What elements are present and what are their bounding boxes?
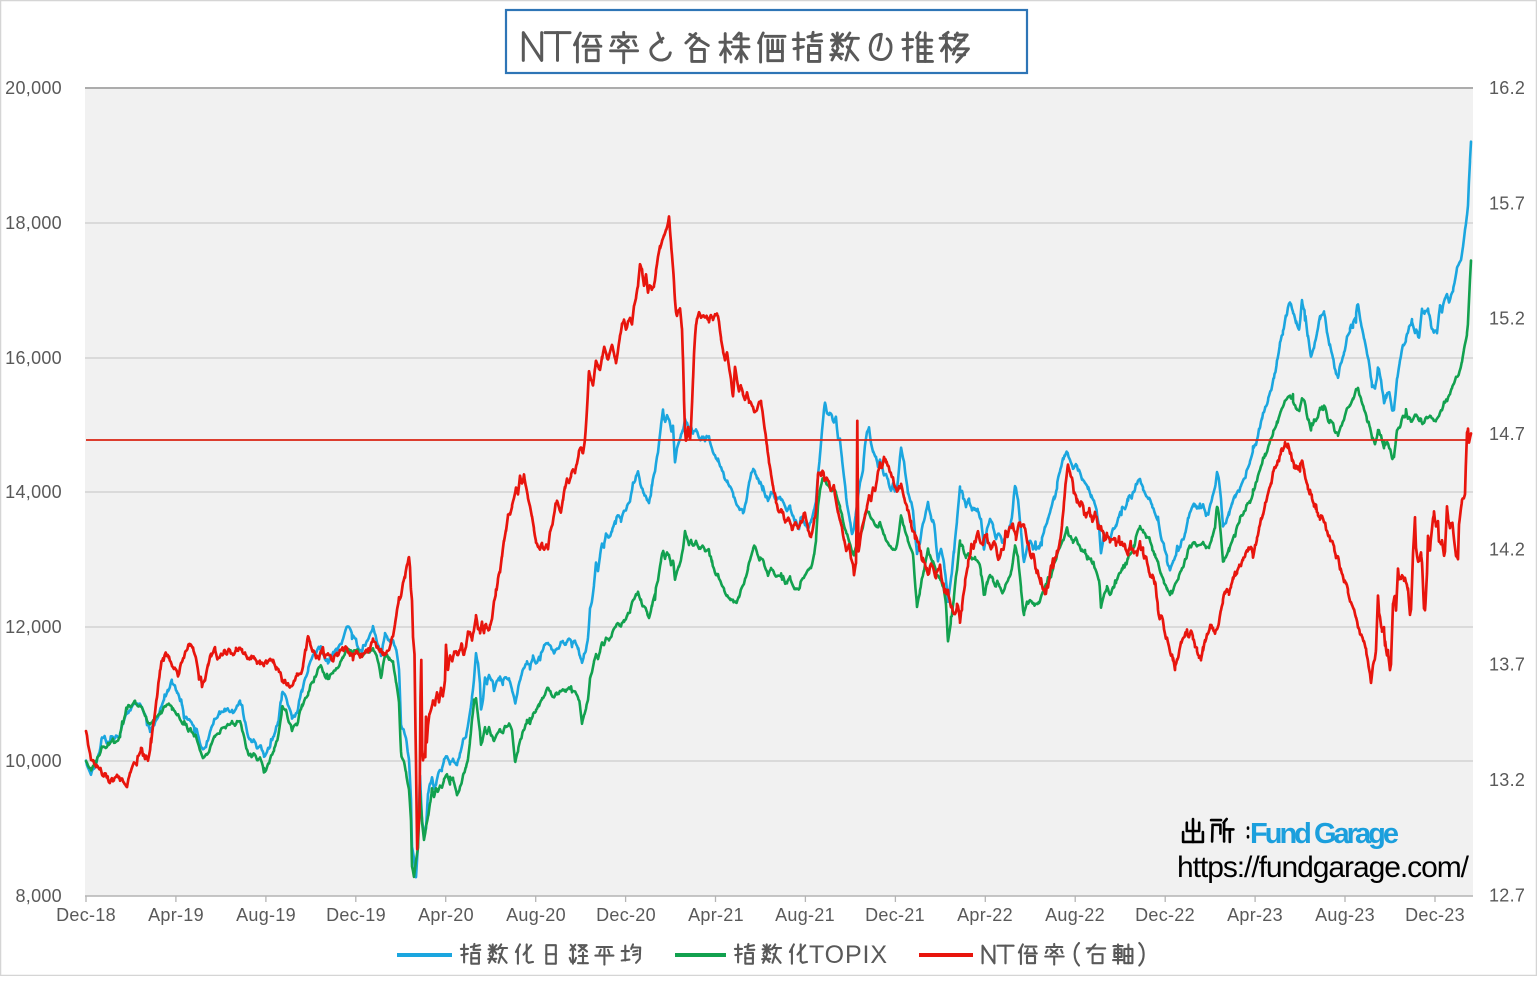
svg-text:18,000: 18,000 — [5, 213, 62, 233]
svg-text:16,000: 16,000 — [5, 348, 62, 368]
svg-text:Apr-22: Apr-22 — [957, 905, 1013, 925]
svg-text:10,000: 10,000 — [5, 751, 62, 771]
svg-text:15.7: 15.7 — [1489, 193, 1525, 213]
svg-text:Dec-21: Dec-21 — [865, 905, 925, 925]
svg-text:TOPIX: TOPIX — [809, 941, 887, 969]
svg-text:20,000: 20,000 — [5, 78, 62, 98]
svg-text:Aug-20: Aug-20 — [506, 905, 566, 925]
svg-text:Aug-21: Aug-21 — [775, 905, 835, 925]
svg-text:Dec-18: Dec-18 — [56, 905, 116, 925]
svg-text:Apr-19: Apr-19 — [148, 905, 204, 925]
svg-text:Aug-19: Aug-19 — [236, 905, 296, 925]
svg-text:14,000: 14,000 — [5, 482, 62, 502]
svg-text:Aug-22: Aug-22 — [1045, 905, 1105, 925]
svg-text:12,000: 12,000 — [5, 617, 62, 637]
svg-text:12.7: 12.7 — [1489, 886, 1525, 906]
svg-text:Dec-23: Dec-23 — [1405, 905, 1465, 925]
svg-text:Apr-21: Apr-21 — [688, 905, 744, 925]
svg-text:14.2: 14.2 — [1489, 539, 1525, 559]
svg-text:Apr-23: Apr-23 — [1227, 905, 1283, 925]
svg-text:Fund Garage: Fund Garage — [1250, 818, 1399, 850]
svg-text:Aug-23: Aug-23 — [1315, 905, 1375, 925]
svg-text:Dec-20: Dec-20 — [596, 905, 656, 925]
svg-text:15.2: 15.2 — [1489, 309, 1525, 329]
svg-text:8,000: 8,000 — [15, 886, 62, 906]
svg-text:16.2: 16.2 — [1489, 78, 1525, 98]
svg-text:Dec-22: Dec-22 — [1135, 905, 1195, 925]
svg-text:13.7: 13.7 — [1489, 655, 1525, 675]
svg-text:Dec-19: Dec-19 — [326, 905, 386, 925]
svg-text:13.2: 13.2 — [1489, 770, 1525, 790]
svg-text:https://fundgarage.com/: https://fundgarage.com/ — [1177, 851, 1470, 884]
svg-text:Apr-20: Apr-20 — [418, 905, 474, 925]
svg-text:14.7: 14.7 — [1489, 424, 1525, 444]
